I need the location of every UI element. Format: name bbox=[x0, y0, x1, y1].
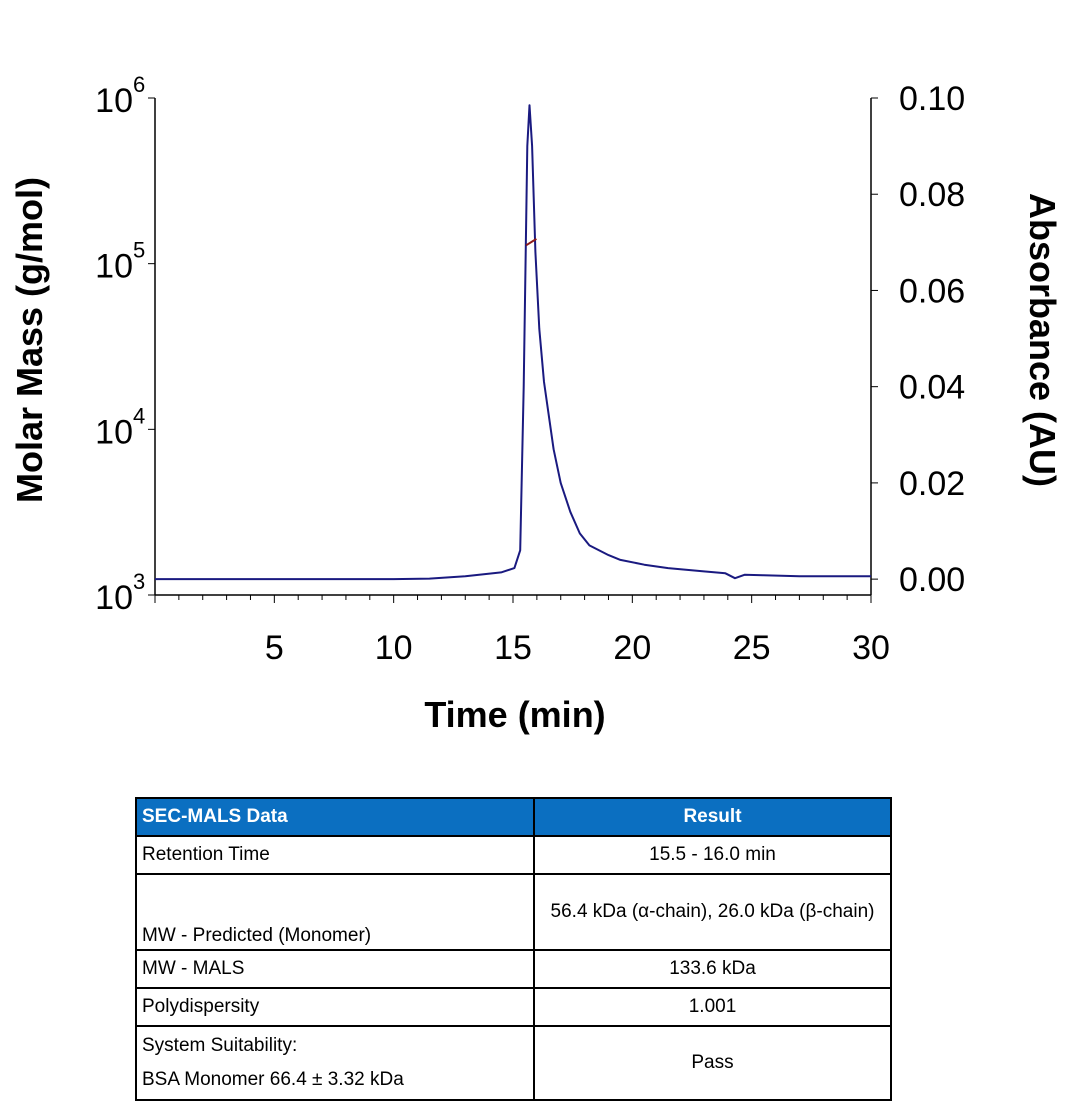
header-data: SEC-MALS Data bbox=[135, 797, 535, 837]
table-row: System Suitability: BSA Monomer 66.4 ± 3.… bbox=[135, 1025, 892, 1101]
table-row: MW - MALS 133.6 kDa bbox=[135, 949, 892, 989]
left-tick-label: 10 bbox=[95, 248, 133, 286]
left-tick-label: 10 bbox=[95, 579, 133, 617]
row-label: MW - MALS bbox=[135, 949, 535, 989]
row-label: MW - Predicted (Monomer) bbox=[135, 873, 535, 951]
row-value: Pass bbox=[533, 1025, 892, 1101]
right-tick-label: 0.08 bbox=[899, 176, 965, 214]
x-tick-label: 30 bbox=[852, 629, 890, 667]
x-tick-label: 5 bbox=[265, 629, 284, 667]
left-tick-label: 10 bbox=[95, 82, 133, 120]
right-tick-label: 0.02 bbox=[899, 465, 965, 503]
row-value: 133.6 kDa bbox=[533, 949, 892, 989]
row-value: 1.001 bbox=[533, 987, 892, 1027]
left-tick-label: 10 bbox=[95, 413, 133, 451]
right-axis-label: Absorbance (AU) bbox=[1022, 193, 1063, 487]
row-value: 56.4 kDa (α-chain), 26.0 kDa (β-chain) bbox=[533, 873, 892, 951]
left-axis-label: Molar Mass (g/mol) bbox=[9, 177, 50, 503]
x-tick-label: 20 bbox=[613, 629, 651, 667]
row-label: System Suitability: BSA Monomer 66.4 ± 3.… bbox=[135, 1025, 535, 1101]
row-value: 15.5 - 16.0 min bbox=[533, 835, 892, 875]
left-tick-exponent: 5 bbox=[133, 238, 145, 263]
absorbance-series bbox=[155, 104, 871, 581]
right-tick-label: 0.00 bbox=[899, 561, 965, 599]
left-tick-exponent: 4 bbox=[133, 403, 145, 428]
molar-mass-series bbox=[525, 238, 537, 247]
x-tick-label: 15 bbox=[494, 629, 532, 667]
right-tick-label: 0.04 bbox=[899, 369, 965, 407]
right-tick-label: 0.10 bbox=[899, 80, 965, 118]
x-tick-label: 25 bbox=[733, 629, 771, 667]
table-header: SEC-MALS Data Result bbox=[135, 797, 892, 837]
x-axis-label: Time (min) bbox=[424, 694, 605, 735]
table-row: Retention Time 15.5 - 16.0 min bbox=[135, 835, 892, 875]
table-row: Polydispersity 1.001 bbox=[135, 987, 892, 1027]
row-label: Retention Time bbox=[135, 835, 535, 875]
row-label: Polydispersity bbox=[135, 987, 535, 1027]
table-row: MW - Predicted (Monomer) 56.4 kDa (α-chai… bbox=[135, 873, 892, 951]
x-tick-label: 10 bbox=[375, 629, 413, 667]
row-label-line1: System Suitability: bbox=[142, 1035, 298, 1056]
right-tick-label: 0.06 bbox=[899, 272, 965, 310]
left-tick-exponent: 6 bbox=[133, 72, 145, 97]
sec-mals-table: SEC-MALS Data Result Retention Time 15.5 … bbox=[135, 797, 892, 1101]
header-result: Result bbox=[533, 797, 892, 837]
row-label-line2: BSA Monomer 66.4 ± 3.32 kDa bbox=[142, 1069, 404, 1090]
left-tick-exponent: 3 bbox=[133, 569, 145, 594]
